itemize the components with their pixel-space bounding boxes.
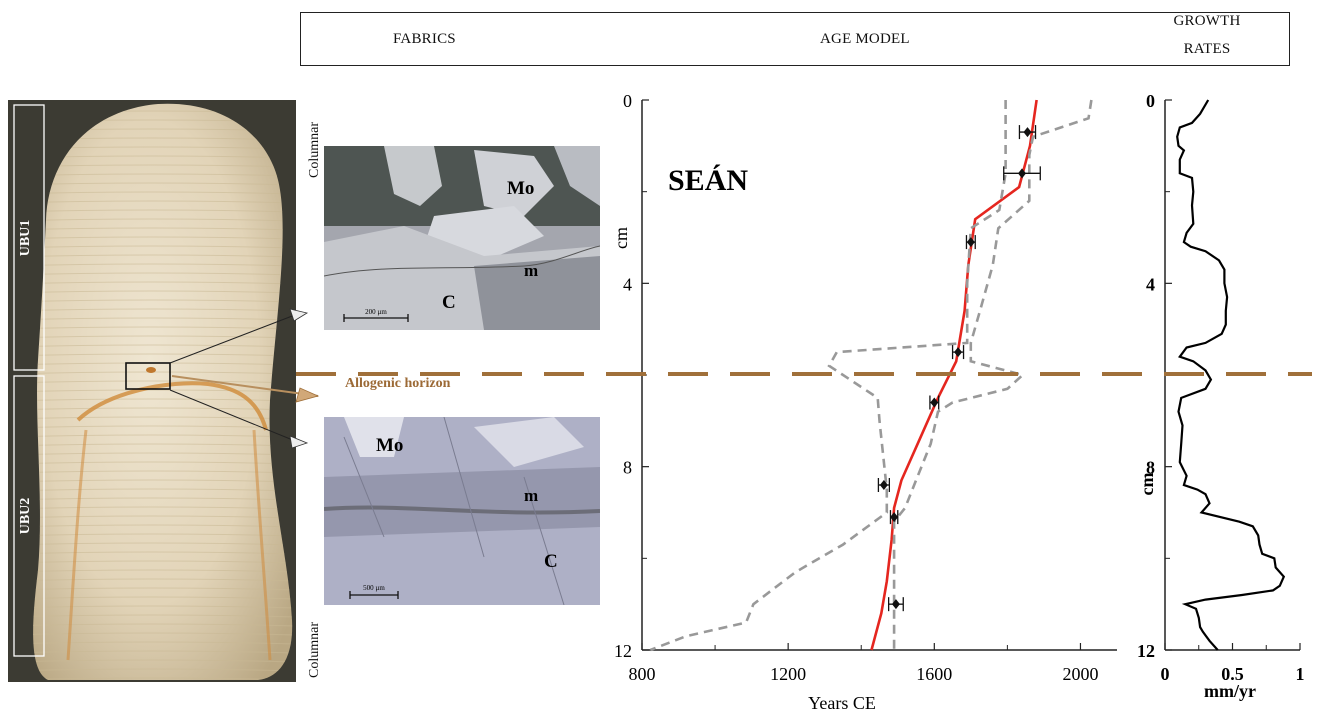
label-mo-top: Mo	[507, 178, 534, 199]
header-age-model: AGE MODEL	[820, 31, 910, 47]
age-xlabel: Years CE	[808, 693, 876, 713]
date-point	[1023, 127, 1032, 138]
growth-x-tick-label: 1	[1296, 664, 1305, 684]
growth-x-tick-label: 0	[1161, 664, 1170, 684]
label-mo-bottom: Mo	[376, 435, 403, 456]
age-x-tick-label: 1200	[770, 664, 806, 684]
date-point	[966, 237, 975, 248]
label-m-bottom: m	[524, 486, 538, 505]
age-y-tick-label: 12	[614, 641, 632, 661]
scale-top: 200 µm	[365, 308, 387, 316]
date-point	[879, 480, 888, 490]
label-c-top: C	[442, 292, 456, 313]
chart-title: SEÁN	[668, 164, 748, 197]
growth-y-tick-label: 12	[1137, 641, 1155, 661]
date-point	[891, 599, 900, 610]
age-x-tick-label: 2000	[1062, 664, 1098, 684]
ubu1-frame	[13, 104, 45, 371]
date-point	[930, 397, 939, 408]
age-x-tick-label: 800	[629, 664, 656, 684]
micrograph-bottom: 500 µm Mo m C	[324, 417, 600, 605]
lower-uncertainty-line	[649, 100, 1007, 652]
scale-bottom: 500 µm	[363, 584, 385, 592]
ubu2-label: UBU2	[18, 498, 33, 535]
growth-ylabel: cm	[1137, 473, 1157, 496]
ubu2-frame	[13, 375, 45, 657]
growth-y-tick-label: 4	[1146, 274, 1155, 294]
label-c-bottom: C	[544, 551, 558, 572]
sample-box	[125, 362, 171, 390]
stalagmite-photo: UBU1 UBU2	[8, 100, 296, 682]
date-point	[1018, 168, 1026, 179]
age-model-line	[870, 99, 1038, 651]
age-y-tick-label: 0	[623, 91, 632, 111]
label-m-top: m	[524, 261, 538, 280]
header-box	[300, 12, 1290, 66]
upper-uncertainty-line	[892, 99, 1093, 650]
growth-xlabel: mm/yr	[1204, 681, 1256, 701]
age-y-tick-label: 4	[623, 274, 632, 294]
growth-x-tick-label: 0.5	[1221, 664, 1244, 684]
ubu1-label: UBU1	[18, 220, 33, 257]
allogenic-horizon-label: Allogenic horizon	[345, 376, 451, 391]
age-x-tick-label: 1600	[916, 664, 952, 684]
micrograph-top: 200 µm Mo m C	[324, 146, 600, 330]
growth-y-tick-label: 0	[1146, 91, 1155, 111]
date-point	[890, 512, 899, 523]
age-ylabel: cm	[611, 227, 631, 249]
age-y-tick-label: 8	[623, 458, 632, 478]
date-point	[954, 347, 963, 358]
growth-y-tick-label: 8	[1146, 458, 1155, 478]
header-growth-rates-line2: RATES	[1183, 41, 1231, 57]
growth-rate-line	[1176, 99, 1286, 651]
header-fabrics: FABRICS	[393, 31, 456, 47]
header-growth-rates-line1: GROWTH	[1173, 13, 1241, 29]
